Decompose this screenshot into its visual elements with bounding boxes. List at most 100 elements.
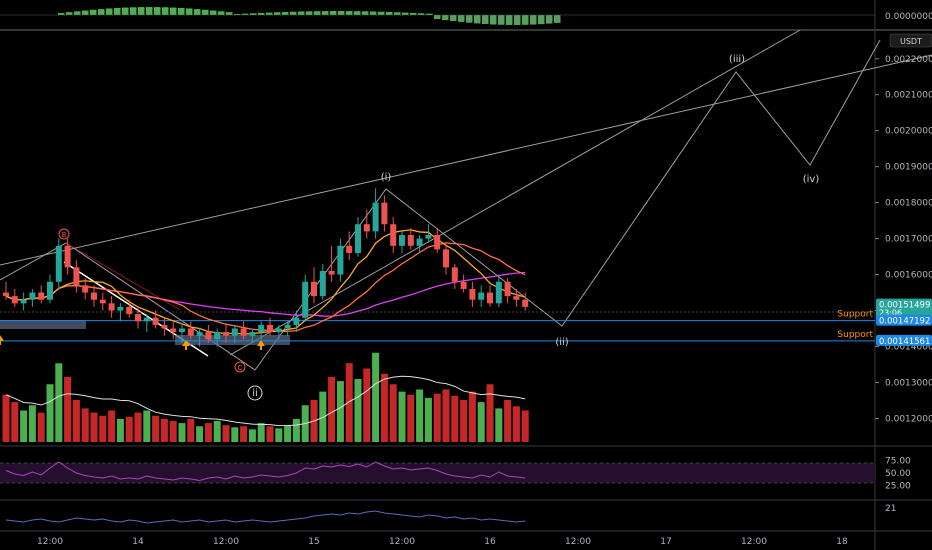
histogram-bar bbox=[170, 7, 177, 15]
candle-body bbox=[487, 292, 493, 304]
moving-average-line bbox=[5, 271, 526, 317]
histogram-bar bbox=[114, 7, 121, 15]
volume-bar bbox=[354, 379, 362, 442]
arrow-up-icon bbox=[182, 340, 190, 350]
candle-body bbox=[223, 332, 229, 336]
candle-body bbox=[319, 270, 326, 297]
histogram-bar bbox=[458, 15, 465, 22]
wave-label-circle bbox=[58, 228, 70, 240]
bottom-indicator-line bbox=[5, 510, 526, 524]
candle-body bbox=[55, 245, 62, 282]
wave-label: (iv) bbox=[803, 174, 820, 185]
candle-body bbox=[372, 202, 379, 232]
candle-body bbox=[302, 281, 309, 318]
time-tick-label: 12:00 bbox=[37, 537, 63, 547]
histogram-bar bbox=[418, 13, 425, 15]
histogram-bar bbox=[234, 14, 241, 15]
bottom-indicator-panel bbox=[5, 510, 526, 524]
arrow-up-icon bbox=[257, 340, 265, 350]
histogram-bar bbox=[122, 7, 129, 15]
volume-bar bbox=[372, 352, 380, 442]
volume-bar bbox=[345, 363, 353, 442]
wave-label: (iii) bbox=[729, 54, 745, 65]
wave-overlay: Support Support (i) (ii) (iii) (iv) ii B C bbox=[0, 29, 932, 401]
volume-bar bbox=[90, 412, 98, 442]
candle-body bbox=[231, 328, 238, 336]
candle-body bbox=[108, 303, 115, 311]
volume-bar bbox=[99, 415, 107, 442]
candle-body bbox=[126, 306, 133, 315]
arrow-up-icon bbox=[0, 335, 4, 345]
time-tick-label: 12:00 bbox=[565, 537, 591, 547]
price-tag-label: 0.00151499 bbox=[879, 301, 930, 311]
histogram-bar bbox=[242, 13, 249, 15]
histogram-bar bbox=[426, 13, 433, 15]
candle-body bbox=[143, 317, 150, 322]
histogram-bar bbox=[130, 7, 137, 15]
candle-body bbox=[363, 224, 370, 232]
volume-bar bbox=[424, 397, 432, 442]
wave-label-circle bbox=[247, 385, 263, 401]
histogram-bar bbox=[330, 11, 337, 15]
histogram-bar bbox=[90, 9, 97, 15]
histogram-bar bbox=[274, 12, 281, 15]
candle-body bbox=[29, 292, 36, 300]
histogram-bar bbox=[202, 9, 209, 15]
top-histogram-panel bbox=[0, 7, 875, 25]
candle-body bbox=[38, 292, 45, 300]
volume-bar bbox=[108, 410, 116, 442]
time-tick-label: 17 bbox=[660, 537, 671, 547]
histogram-bar bbox=[362, 11, 369, 15]
candle-body bbox=[82, 285, 89, 293]
zone-box bbox=[0, 320, 86, 329]
support-label: Support bbox=[837, 310, 873, 320]
volume-bar bbox=[222, 425, 230, 442]
candle-body bbox=[407, 235, 414, 246]
histogram-bar bbox=[226, 12, 233, 15]
candle-body bbox=[425, 235, 432, 239]
channel-line-upper bbox=[0, 54, 932, 266]
candle-body bbox=[73, 267, 80, 286]
volume-bar bbox=[143, 410, 151, 442]
volume-bar bbox=[204, 423, 212, 442]
candle-body bbox=[513, 296, 520, 300]
axes: 0.001200000.001300000.001400000.00150000… bbox=[37, 12, 932, 547]
rsi-line bbox=[5, 461, 526, 482]
candle-body bbox=[205, 332, 212, 340]
candle-body bbox=[328, 270, 335, 275]
price-tag-countdown: 23:06 bbox=[879, 309, 902, 318]
top-indicator-label: 0.00000000 bbox=[885, 12, 932, 22]
volume-bar bbox=[178, 423, 186, 442]
volume-bar bbox=[468, 391, 476, 442]
candle-body bbox=[170, 328, 177, 333]
volume-bar bbox=[20, 410, 28, 442]
candle-body bbox=[284, 324, 291, 329]
histogram-bar bbox=[266, 12, 273, 15]
volume-bar bbox=[248, 429, 256, 442]
candles bbox=[3, 188, 529, 347]
candle-body bbox=[240, 328, 247, 336]
volume-bar bbox=[231, 427, 239, 442]
volume-bar bbox=[495, 408, 503, 442]
candle-body bbox=[495, 281, 502, 304]
volume-bar bbox=[284, 425, 292, 442]
rsi-panel bbox=[0, 461, 875, 484]
histogram-bar bbox=[506, 15, 513, 25]
candle-body bbox=[196, 332, 203, 336]
elliott-wave-line bbox=[0, 39, 881, 371]
time-tick-label: 14 bbox=[132, 537, 144, 547]
candle-body bbox=[399, 235, 405, 246]
histogram-bar bbox=[474, 15, 481, 24]
histogram-bar bbox=[314, 11, 321, 15]
candle-body bbox=[249, 332, 256, 336]
candle-body bbox=[91, 292, 97, 300]
volume-bar bbox=[196, 426, 204, 442]
time-tick-label: 18 bbox=[836, 537, 848, 547]
